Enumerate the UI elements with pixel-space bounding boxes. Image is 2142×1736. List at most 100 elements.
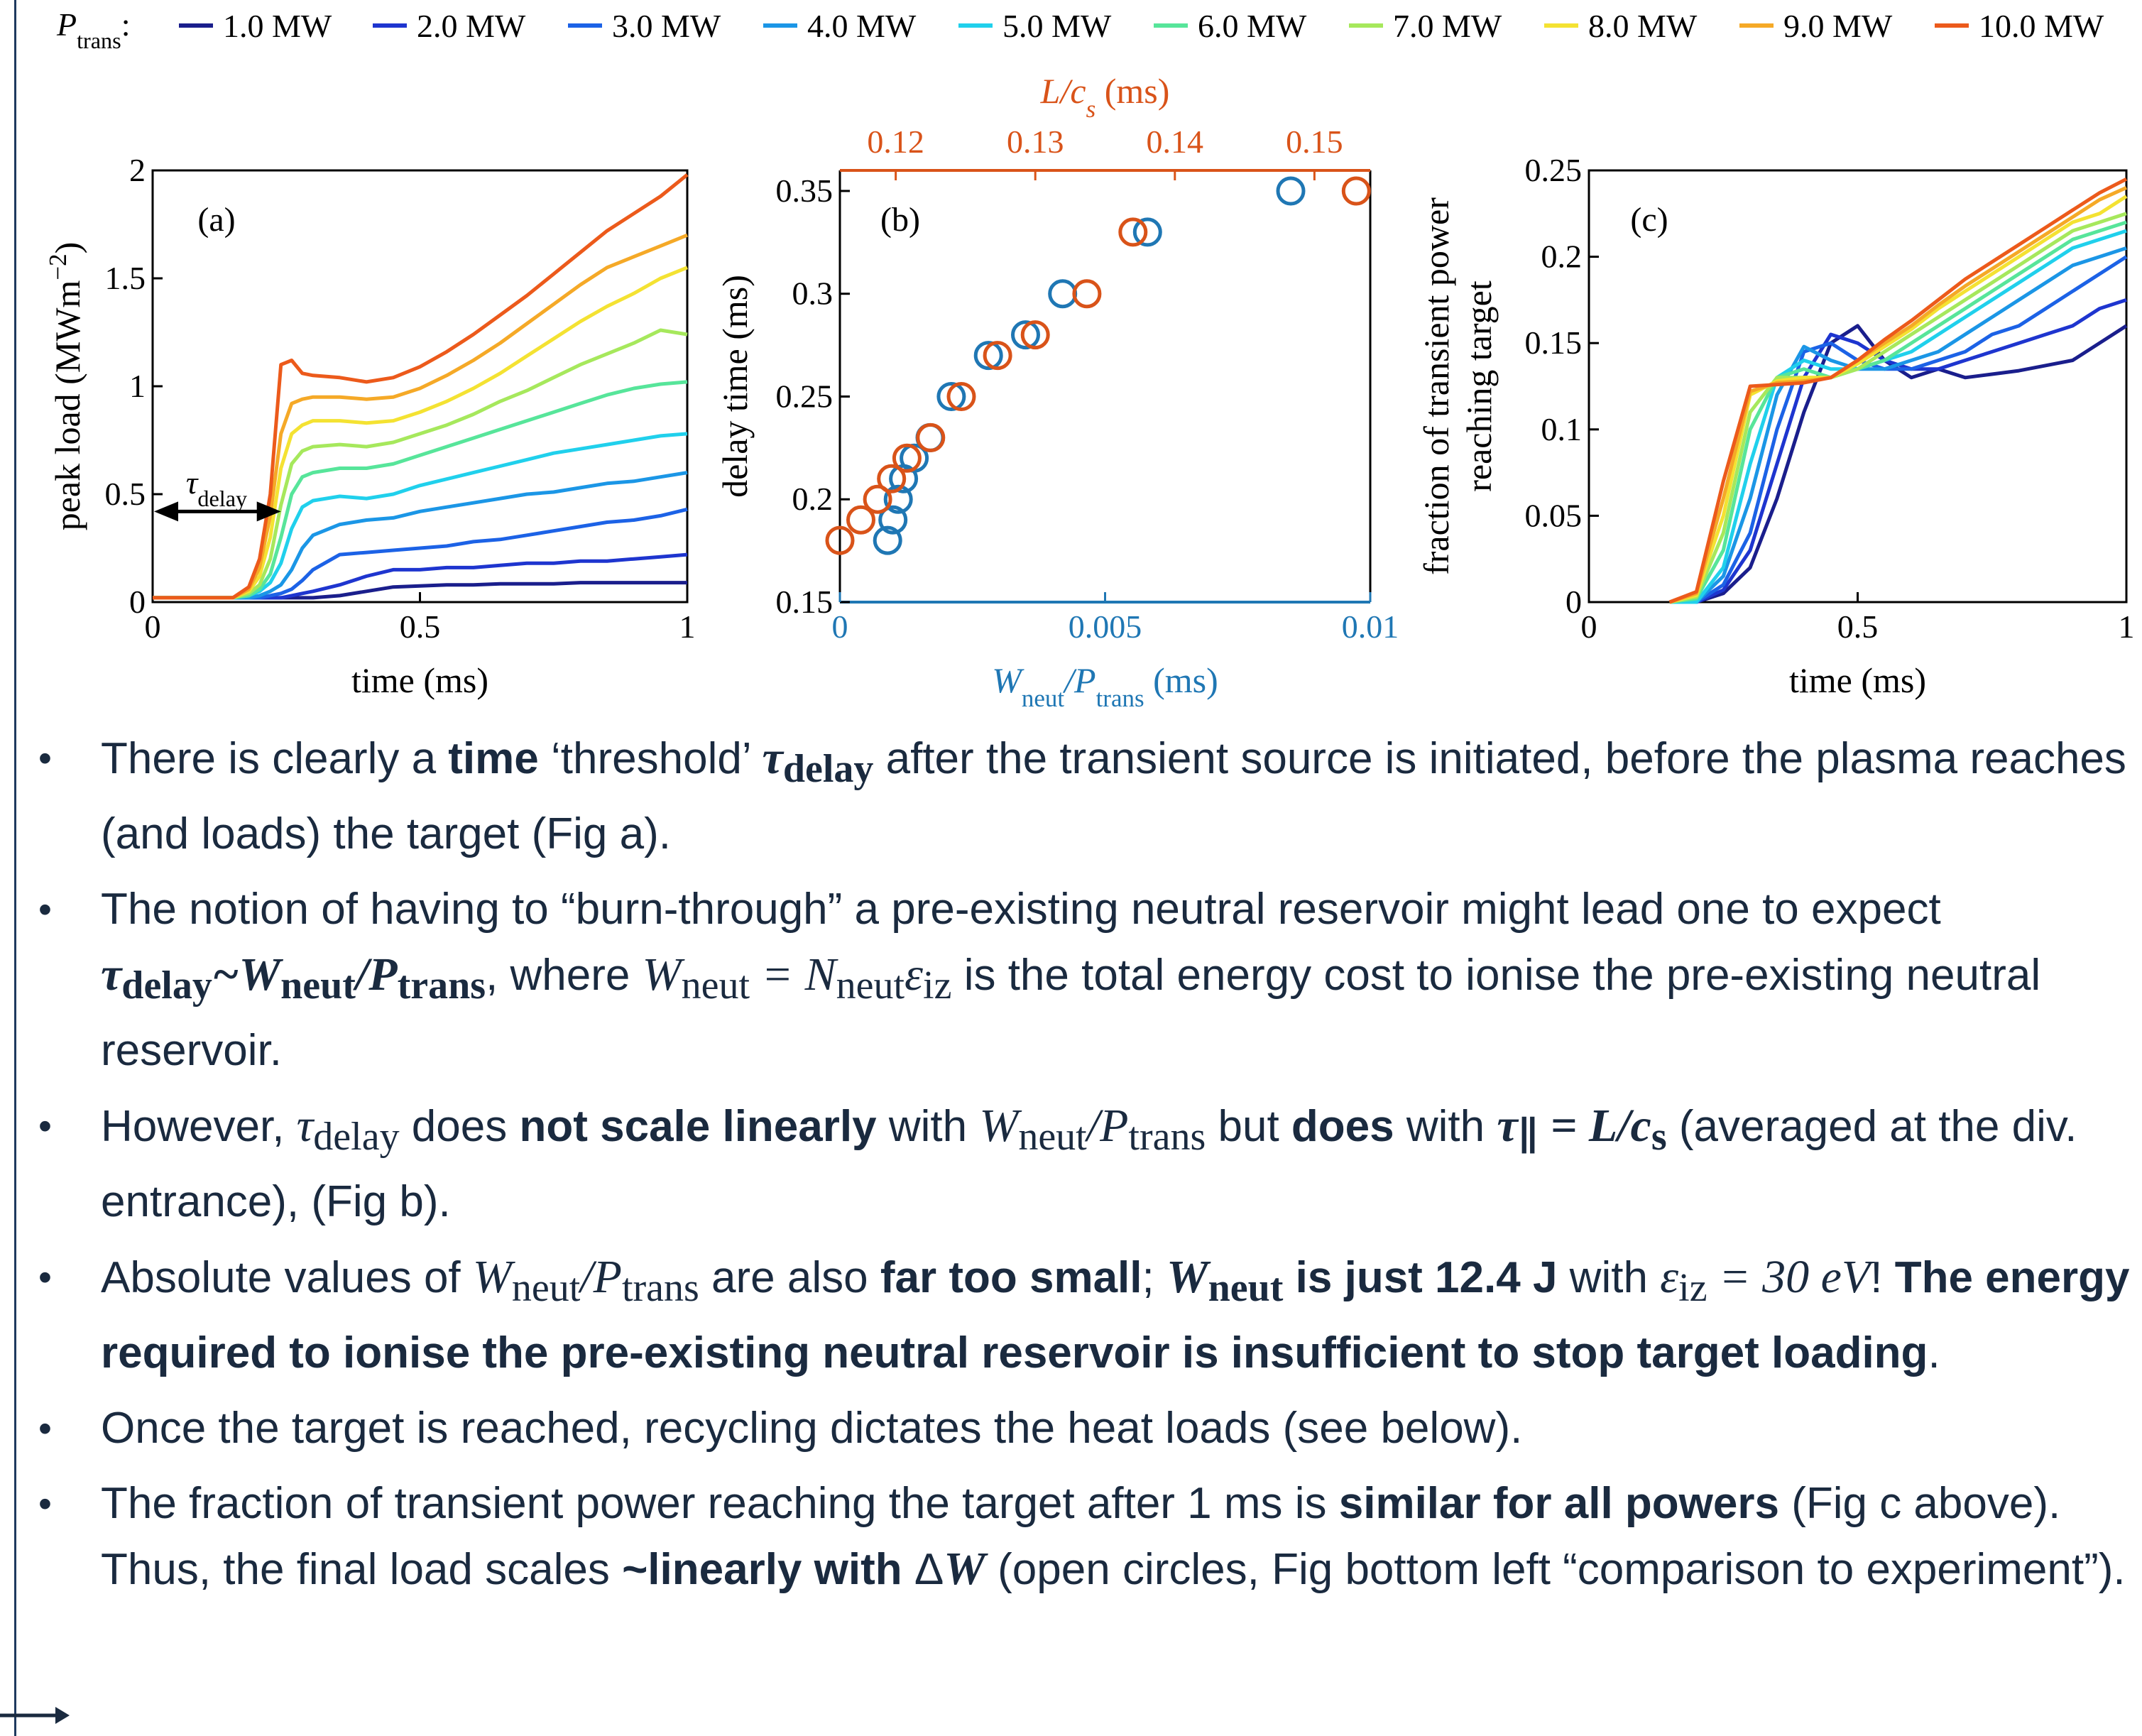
scatter-point xyxy=(1011,320,1040,350)
series-line xyxy=(1669,246,2127,604)
tau-delay-label: τdelay xyxy=(186,464,247,511)
bullet-text: , where xyxy=(486,951,643,1000)
y-tick-label: 0.2 xyxy=(792,481,834,517)
math-subscript: neut xyxy=(280,963,356,1008)
bullet-text: is the total energy cost to ionise the p… xyxy=(101,951,2041,1075)
scatter-point xyxy=(1341,176,1371,206)
math-symbol: Wneut xyxy=(1166,1251,1284,1310)
y-axis-label-line2: reaching target xyxy=(1459,280,1499,492)
series-line xyxy=(153,266,688,600)
top-tick-label: 0.15 xyxy=(1286,124,1343,160)
y-tick-label: 0.25 xyxy=(776,378,834,414)
scatter-point xyxy=(873,525,902,555)
math-subscript: delay xyxy=(121,963,212,1008)
math-symbol: τ∥ xyxy=(1497,1100,1539,1159)
legend-entry: 10.0 MW xyxy=(1979,8,2104,44)
bullet-item: Once the target is reached, recycling di… xyxy=(28,1396,2130,1461)
x-tick-label: 0 xyxy=(832,608,848,645)
bullet-text: (open circles, Fig bottom left “comparis… xyxy=(985,1545,2126,1594)
math-subscript: neut xyxy=(681,963,750,1008)
legend-entry: 1.0 MW xyxy=(223,8,332,44)
series-line xyxy=(153,380,688,600)
math-symbol: Nneut xyxy=(804,949,905,1008)
scatter-point xyxy=(878,505,908,535)
y-tick-label: 0.1 xyxy=(1541,411,1583,447)
x-tick-label: 0.005 xyxy=(1069,608,1142,645)
bullet-text: ~linearly with xyxy=(622,1545,914,1594)
math-symbol: τdelay xyxy=(296,1100,400,1159)
y-tick-label: 0.15 xyxy=(776,584,834,620)
bullet-item: However, τdelay does not scale linearly … xyxy=(28,1093,2130,1235)
panel-label: (a) xyxy=(197,201,235,239)
bullet-text: does xyxy=(1291,1102,1394,1151)
scatter-point xyxy=(1276,176,1306,206)
scatter-point xyxy=(1048,279,1078,309)
series-line xyxy=(1669,229,2127,604)
bullet-text: Absolute values of xyxy=(101,1253,473,1302)
scatter-point xyxy=(1072,279,1102,309)
y-tick-label: 0.25 xyxy=(1525,152,1583,188)
math-subscript: trans xyxy=(621,1266,699,1310)
arrow-left-icon xyxy=(154,501,178,522)
panel-label: (c) xyxy=(1630,201,1668,239)
math-symbol: W xyxy=(944,1543,985,1595)
bullet-text: There is clearly a xyxy=(101,734,449,783)
y-tick-label: 2 xyxy=(129,152,146,188)
y-tick-label: 0.15 xyxy=(1525,324,1583,361)
bullet-text: are also xyxy=(699,1253,880,1302)
math-symbol: Ptrans xyxy=(368,949,486,1008)
x-axis-label: time (ms) xyxy=(1789,660,1926,700)
math-subscript: iz xyxy=(923,963,952,1008)
top-axis-label: L/cs (ms) xyxy=(1040,71,1170,123)
bullet-text: The energy required to ionise the pre-ex… xyxy=(101,1253,2130,1377)
bullet-text: after the transient source is initiated,… xyxy=(101,734,2126,858)
math-subscript: neut xyxy=(1208,1266,1284,1310)
series-line xyxy=(1669,220,2127,604)
bullet-text: Δ xyxy=(914,1545,944,1594)
bullet-text: does xyxy=(399,1102,520,1151)
bullet-list: There is clearly a time ‘threshold’ τdel… xyxy=(28,726,2130,1612)
series-line xyxy=(153,328,688,600)
math-subscript: delay xyxy=(782,747,874,791)
math-subscript: s xyxy=(1651,1115,1667,1159)
bullet-text: ‘threshold’ xyxy=(538,734,763,783)
y-axis-label: delay time (ms) xyxy=(715,275,755,498)
legend-entry: 3.0 MW xyxy=(612,8,721,44)
y-tick-label: 0.5 xyxy=(105,476,146,512)
scatter-point xyxy=(883,484,913,514)
scatter-point xyxy=(877,464,907,493)
math-subscript: neut xyxy=(1018,1115,1087,1159)
y-axis-label: peak load (MWm−2) xyxy=(44,242,88,531)
math-symbol: τdelay xyxy=(101,949,212,1008)
scatter-point xyxy=(846,505,875,535)
series-line xyxy=(1668,177,2128,604)
math-symbol: L/cs xyxy=(1588,1100,1667,1159)
scatter-point xyxy=(973,341,1003,371)
math-symbol: ~ xyxy=(212,949,239,1000)
y-axis-label-line1: fraction of transient power xyxy=(1416,197,1456,575)
bullet-text: far too small xyxy=(880,1253,1142,1302)
math-symbol: Wneut xyxy=(239,949,356,1008)
math-symbol: Wneut xyxy=(472,1251,581,1310)
math-symbol: = xyxy=(750,949,805,1000)
y-tick-label: 1 xyxy=(129,368,146,404)
scatter-point xyxy=(946,382,976,411)
legend-entry: 7.0 MW xyxy=(1393,8,1502,44)
scatter-point xyxy=(863,484,892,514)
x-tick-label: 0.5 xyxy=(1837,608,1879,645)
math-subscript: neut xyxy=(836,963,905,1008)
scatter-point xyxy=(916,422,946,452)
top-tick-label: 0.12 xyxy=(867,124,924,160)
math-symbol: = xyxy=(1539,1100,1589,1152)
math-symbol: / xyxy=(355,949,369,1000)
scatter-point xyxy=(936,382,966,411)
legend-entry: 2.0 MW xyxy=(417,8,526,44)
math-subscript: ∥ xyxy=(1517,1115,1539,1159)
y-tick-label: 0 xyxy=(1565,584,1582,620)
x-axis-label: time (ms) xyxy=(351,660,488,700)
math-symbol: εiz xyxy=(905,949,952,1008)
scatter-point xyxy=(1132,217,1162,247)
x-tick-label: 1 xyxy=(2119,608,2135,645)
bullet-text: Once the target is reached, recycling di… xyxy=(101,1404,1523,1453)
bullet-text: but xyxy=(1206,1102,1291,1151)
